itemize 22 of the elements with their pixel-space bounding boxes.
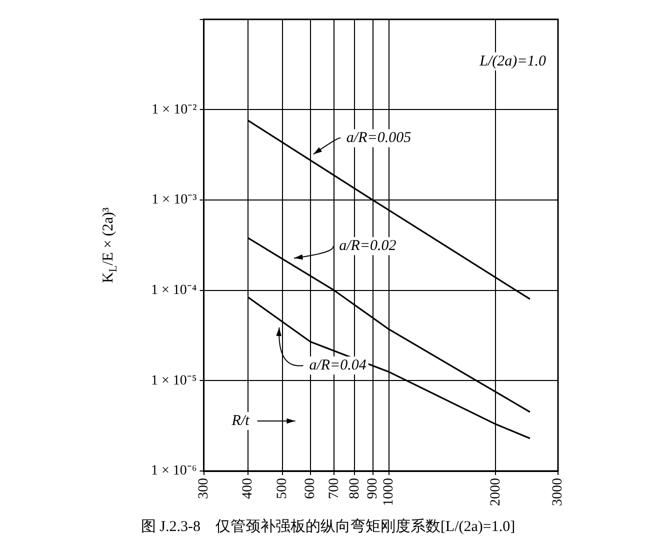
x-axis-title: R/t bbox=[230, 412, 250, 429]
x-tick-label: 300 bbox=[196, 478, 212, 499]
x-tick-label: 700 bbox=[326, 478, 342, 499]
y-axis-title: KL/E × (2a)³ bbox=[100, 206, 120, 283]
x-tick-label: 600 bbox=[303, 478, 318, 499]
x-tick-label: 500 bbox=[275, 478, 290, 499]
y-tick-label: 1 × 10⁻⁴ bbox=[150, 283, 197, 298]
y-tick-label: 1 × 10⁻² bbox=[152, 102, 197, 118]
text: 图 J.2.3-8 仅管颈补强板的纵向弯矩刚度系数[L/(2a)=1.0] bbox=[140, 517, 516, 536]
legend-label: a/R=0.02 bbox=[339, 238, 397, 254]
x-tick-label: 400 bbox=[240, 478, 256, 499]
x-tick-label: 3000 bbox=[550, 478, 566, 506]
y-tick-label: 1 × 10⁻⁶ bbox=[150, 464, 197, 479]
x-tick-label: 900 bbox=[365, 478, 380, 499]
annotation: L/(2a)=1.0 bbox=[478, 53, 546, 70]
y-tick-label: 1 × 10⁻³ bbox=[152, 192, 197, 208]
legend-label: a/R=0.005 bbox=[346, 130, 412, 146]
series-label: a/R=0.04 bbox=[309, 357, 367, 374]
x-tick-label: 800 bbox=[347, 478, 362, 499]
x-tick-label: 2000 bbox=[488, 478, 504, 506]
y-tick-label: 1 × 10⁻⁵ bbox=[150, 373, 197, 388]
x-tick-label: 1000 bbox=[382, 478, 397, 506]
